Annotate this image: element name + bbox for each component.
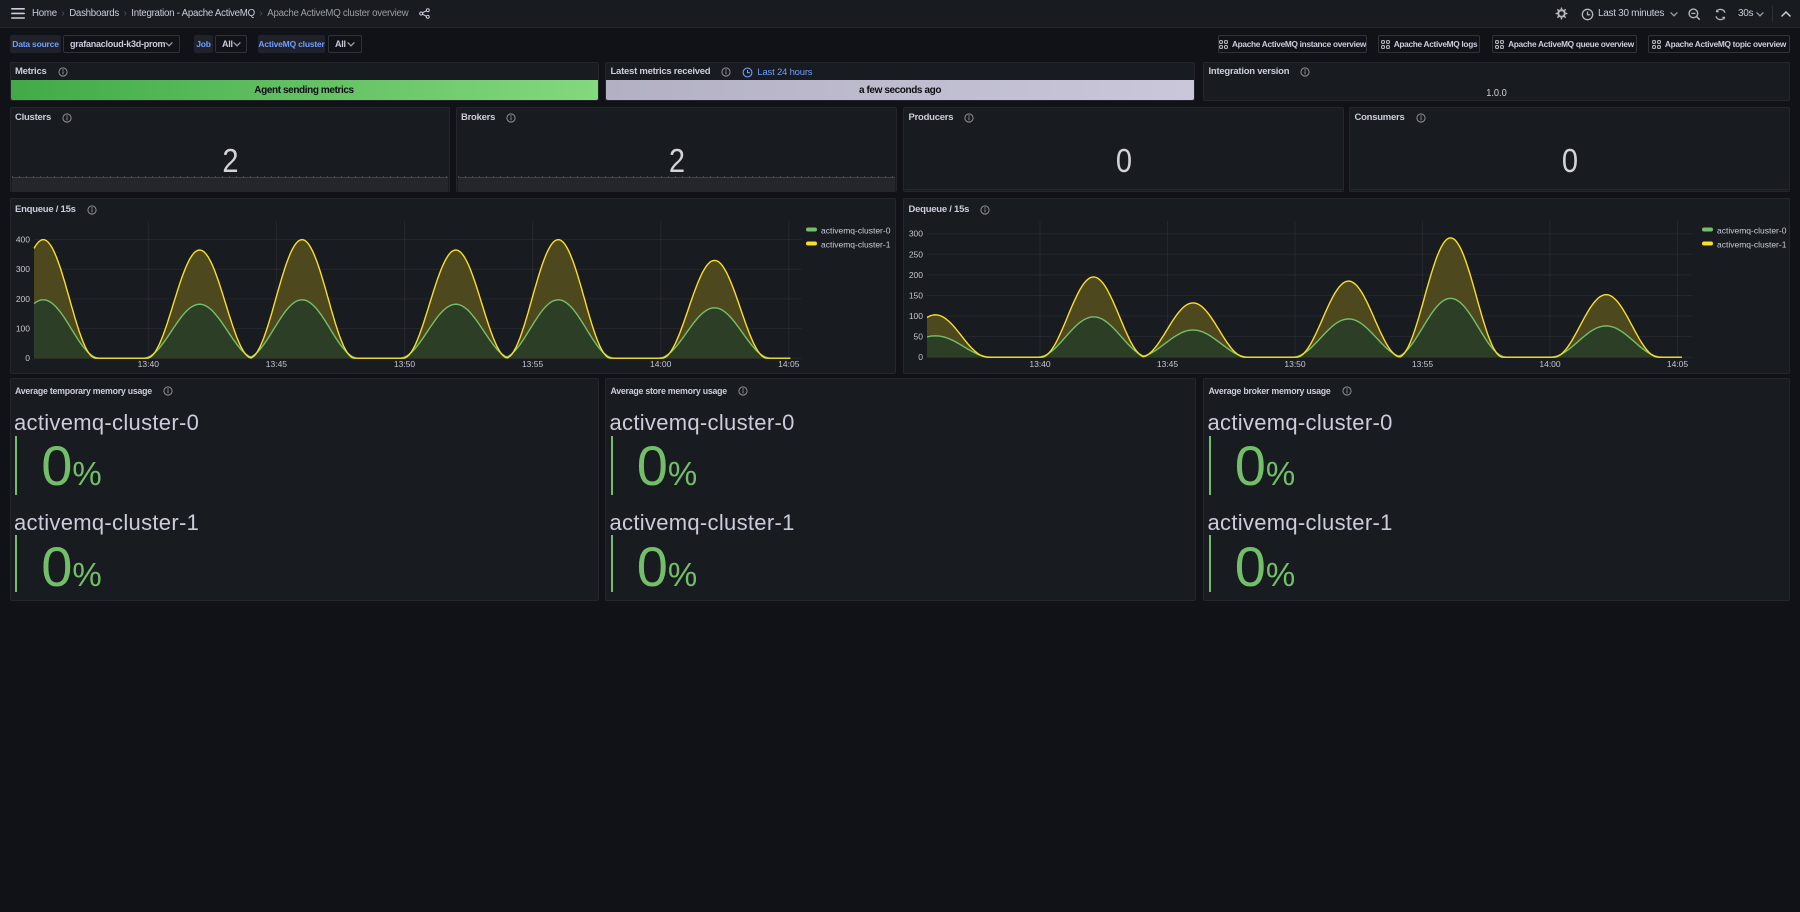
svg-text:activemq-cluster-1: activemq-cluster-1 <box>821 240 891 250</box>
svg-text:13:55: 13:55 <box>521 359 543 369</box>
svg-text:0: 0 <box>25 353 30 363</box>
svg-text:14:00: 14:00 <box>650 359 672 369</box>
svg-text:300: 300 <box>15 264 29 274</box>
svg-text:200: 200 <box>909 270 923 280</box>
svg-text:0: 0 <box>918 352 923 362</box>
svg-text:300: 300 <box>909 229 923 239</box>
svg-text:50: 50 <box>914 332 924 342</box>
svg-text:13:50: 13:50 <box>1284 359 1306 369</box>
svg-text:14:05: 14:05 <box>1667 359 1689 369</box>
svg-text:activemq-cluster-1: activemq-cluster-1 <box>1717 240 1787 250</box>
svg-text:14:00: 14:00 <box>1539 359 1561 369</box>
svg-text:13:45: 13:45 <box>1157 359 1179 369</box>
svg-text:14:05: 14:05 <box>778 359 800 369</box>
svg-text:13:40: 13:40 <box>137 359 159 369</box>
svg-text:200: 200 <box>15 294 29 304</box>
svg-text:13:40: 13:40 <box>1029 359 1051 369</box>
svg-text:activemq-cluster-0: activemq-cluster-0 <box>1717 226 1787 236</box>
svg-text:250: 250 <box>909 249 923 259</box>
svg-text:13:45: 13:45 <box>265 359 287 369</box>
svg-text:100: 100 <box>909 311 923 321</box>
svg-text:13:50: 13:50 <box>393 359 415 369</box>
svg-text:100: 100 <box>15 324 29 334</box>
svg-text:activemq-cluster-0: activemq-cluster-0 <box>821 226 891 236</box>
svg-text:150: 150 <box>909 291 923 301</box>
svg-text:13:55: 13:55 <box>1412 359 1434 369</box>
svg-text:400: 400 <box>15 235 29 245</box>
